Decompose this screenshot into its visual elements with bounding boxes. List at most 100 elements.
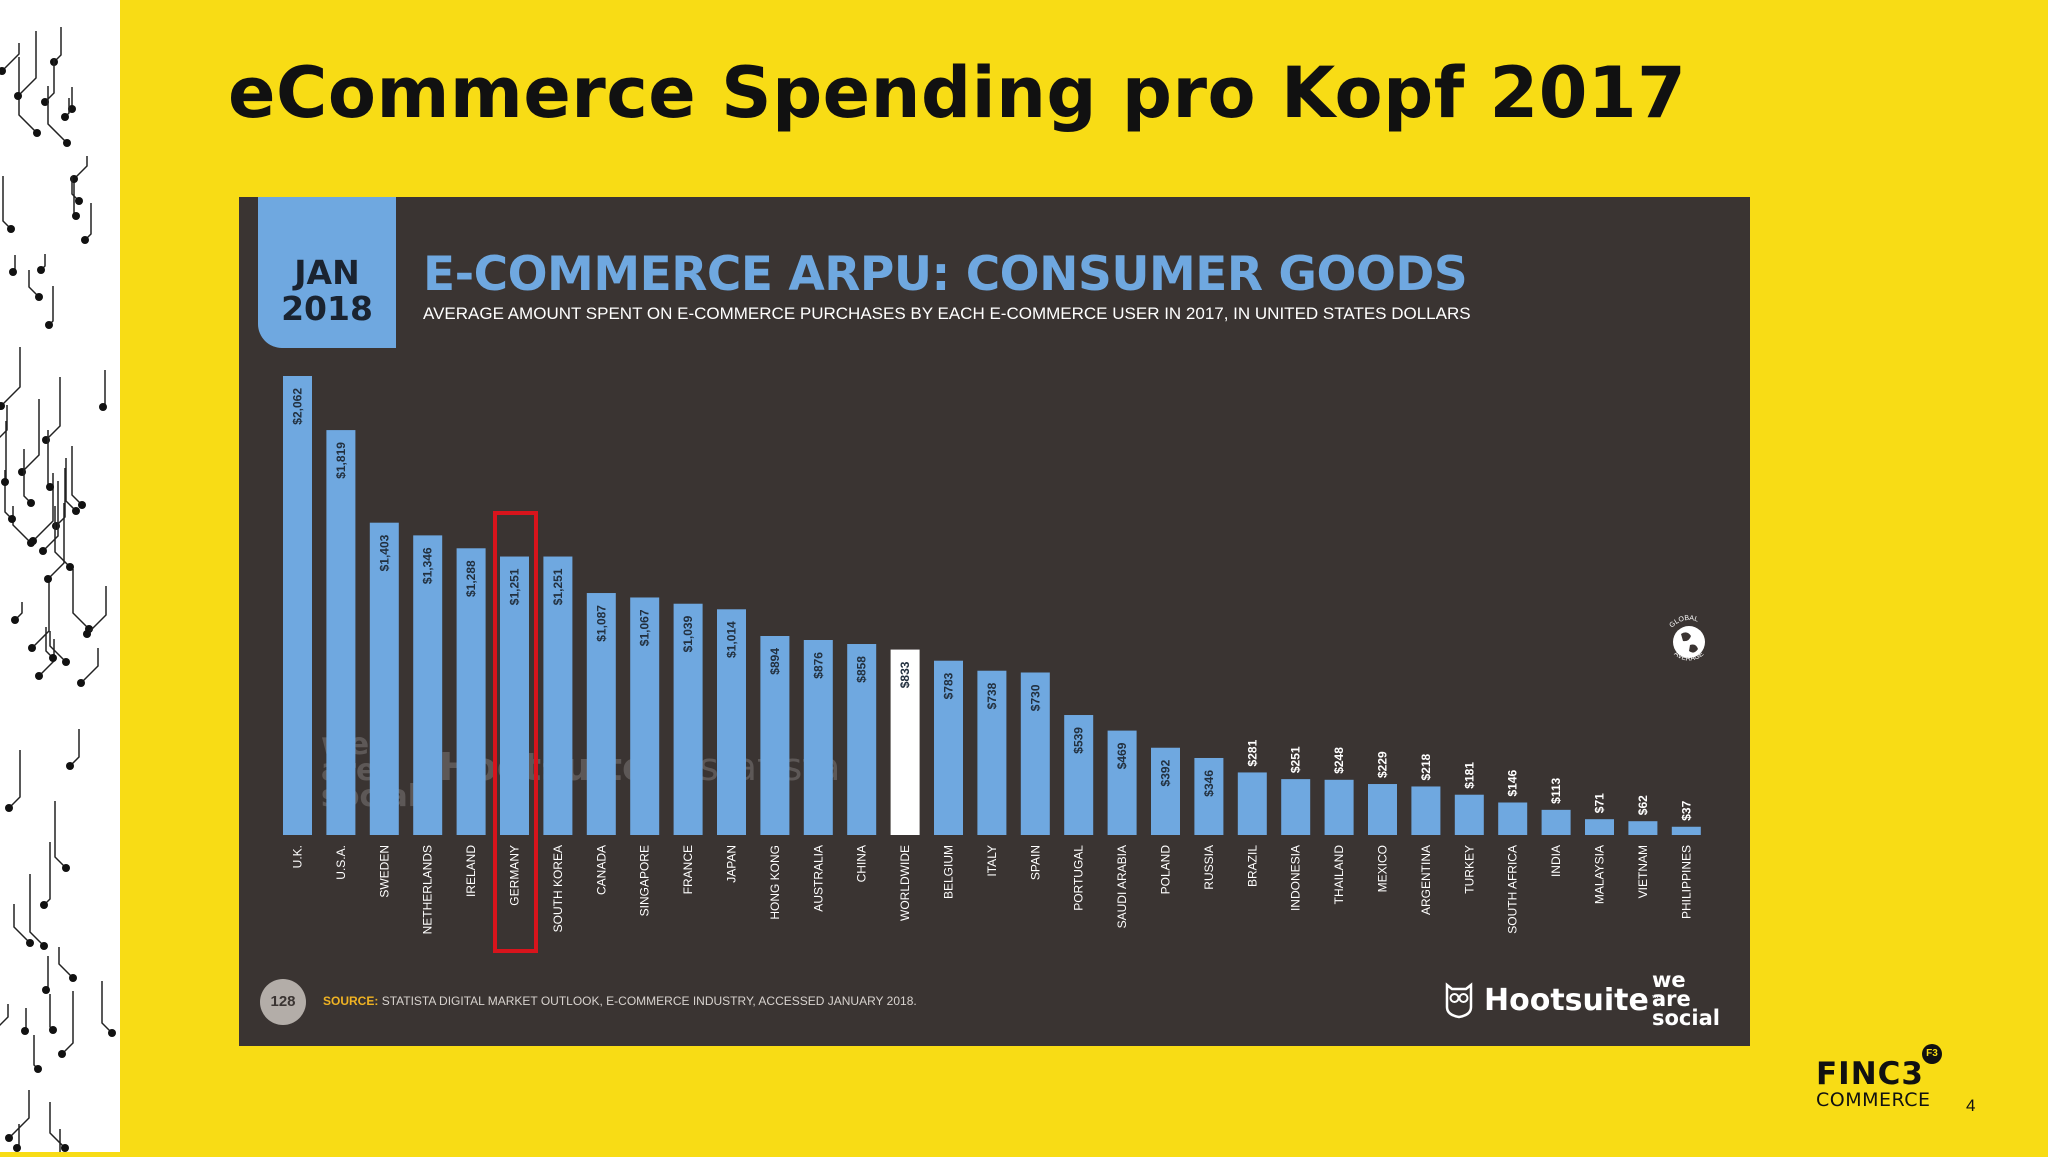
bar-worldwide [890,649,920,835]
circuit-node [0,67,6,75]
circuit-line [101,981,113,1034]
circuit-line [102,370,106,408]
bar-sweden [369,522,399,835]
circuit-node [49,654,57,662]
bar-australia [803,640,833,835]
circuit-line [72,569,90,630]
bar-u-s-a- [326,430,356,835]
category-label-canada: CANADA [594,845,608,895]
circuit-node [108,1029,116,1037]
value-label-thailand: $248 [1332,747,1346,774]
circuit-node [5,1134,13,1142]
bar-netherlands [413,535,443,835]
circuit-node [61,113,69,121]
circuit-line [69,729,80,767]
category-label-japan: JAPAN [725,845,739,883]
hootsuite-wordmark: Hootsuite [1484,982,1649,1018]
circuit-line [0,347,21,407]
category-label-india: INDIA [1549,845,1563,877]
circuit-line [45,377,61,441]
bar-south-korea [543,556,573,835]
circuit-line [33,1035,39,1070]
category-label-ireland: IRELAND [464,845,478,897]
circuit-line [29,874,45,947]
value-label-vietnam: $62 [1636,795,1650,815]
bar-indonesia [1281,779,1311,835]
category-label-thailand: THAILAND [1332,845,1346,905]
bar-vietnam [1628,821,1658,835]
value-label-japan: $1,014 [725,621,739,658]
circuit-line [21,399,40,473]
value-label-u-k-: $2,062 [291,388,305,425]
bar-south-africa [1498,802,1528,835]
circuit-line [0,405,8,439]
value-label-france: $1,039 [681,615,695,652]
bar-argentina [1411,786,1441,835]
value-label-worldwide: $833 [898,661,912,688]
trademark-mark: ™ [1650,995,1660,1005]
circuit-node [35,293,43,301]
circuit-node [14,92,22,100]
circuit-node [37,266,45,274]
circuit-node [42,986,50,994]
bar-philippines [1671,826,1701,835]
circuit-node [70,175,78,183]
circuit-node [41,98,49,106]
category-label-mexico: MEXICO [1376,845,1390,892]
circuit-node [66,762,74,770]
circuit-node [33,129,41,137]
circuit-line [65,458,77,512]
circuit-line [49,994,54,1031]
value-label-mexico: $229 [1376,751,1390,778]
source-text: STATISTA DIGITAL MARKET OUTLOOK, E-COMME… [381,994,917,1008]
finc3-commerce-logo: FINC3 COMMERCE [1816,1056,1931,1111]
circuit-line [17,31,37,97]
global-average-globe-icon: GLOBAL AVERAGE [1669,615,1706,663]
circuit-node [61,1144,69,1152]
value-label-italy: $738 [985,682,999,709]
circuit-node [45,321,53,329]
circuit-line [8,750,21,809]
category-label-germany: GERMANY [508,845,522,906]
value-label-singapore: $1,067 [638,609,652,646]
value-label-sweden: $1,403 [377,534,391,571]
category-label-worldwide: WORLDWIDE [898,845,912,921]
circuit-node [0,402,5,410]
bar-germany [500,556,529,835]
circuit-line [55,468,66,527]
circuit-node [11,616,19,624]
circuit-line [47,503,65,580]
circuit-node [62,658,70,666]
circuit-node [5,804,13,812]
circuit-line [45,956,49,991]
circuit-line [73,156,88,180]
category-label-singapore: SINGAPORE [638,845,652,916]
value-label-netherlands: $1,346 [421,547,435,584]
circuit-line [48,286,54,326]
circuit-line [59,1129,61,1157]
category-label-australia: AUSTRALIA [811,845,825,912]
circuit-line [84,203,92,241]
circuit-line [49,1102,66,1149]
category-label-portugal: PORTUGAL [1072,845,1086,911]
circuit-line [0,1004,9,1027]
source-label: SOURCE: [323,994,379,1008]
panel-page-badge: 128 [260,979,306,1025]
bar-japan [717,609,746,835]
category-label-saudi-arabia: SAUDI ARABIA [1115,845,1129,928]
bar-spain [1020,672,1050,835]
value-label-ireland: $1,288 [464,560,478,597]
circuit-node [7,225,15,233]
value-label-poland: $392 [1159,759,1173,786]
source-line: SOURCE: STATISTA DIGITAL MARKET OUTLOOK,… [323,994,917,1008]
circuit-node [42,436,50,444]
circuit-pattern [0,27,116,1157]
bar-portugal [1064,715,1094,835]
value-label-saudi-arabia: $469 [1115,742,1129,769]
value-label-brazil: $281 [1245,739,1259,766]
circuit-node [1,478,9,486]
category-label-spain: SPAIN [1028,845,1042,880]
circuit-node [28,644,36,652]
bar-thailand [1324,779,1354,835]
circuit-line [71,446,83,506]
